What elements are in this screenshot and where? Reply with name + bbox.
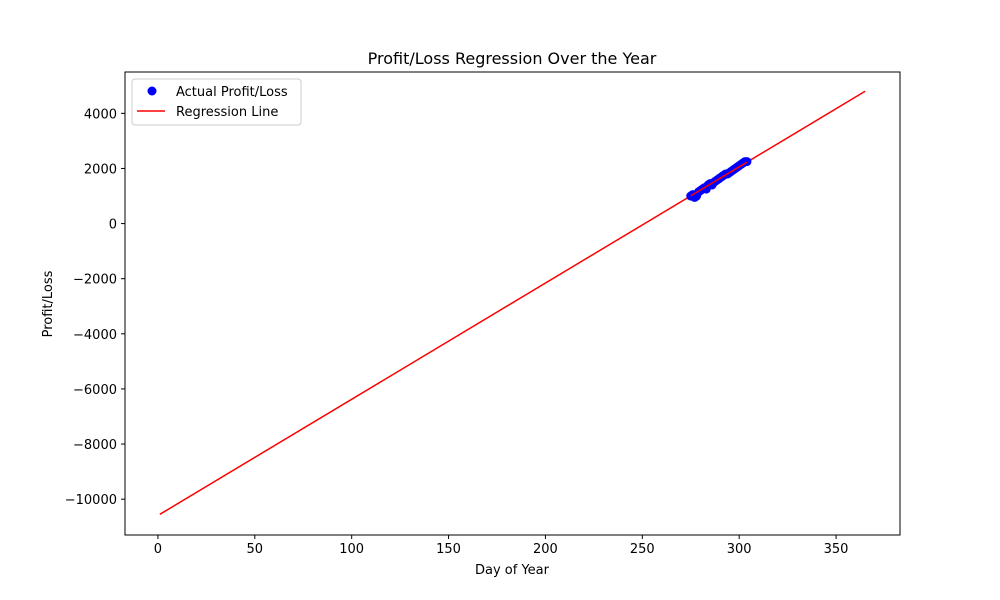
legend-label-scatter: Actual Profit/Loss: [176, 85, 288, 100]
y-tick-label: 2000: [84, 162, 117, 177]
legend: Actual Profit/Loss Regression Line: [131, 78, 302, 126]
y-tick-label: 4000: [84, 107, 117, 122]
plot-frame: [124, 71, 901, 536]
x-axis-title: Day of Year: [475, 563, 550, 578]
y-axis: −10000 −8000 −6000 −4000 −2000 0 2000 4000: [65, 107, 125, 508]
x-tick-label: 300: [727, 542, 752, 557]
legend-marker-scatter: [147, 86, 157, 96]
regression-line-overlay: [690, 161, 748, 197]
legend-box: [131, 78, 302, 126]
x-tick-label: 250: [630, 542, 655, 557]
y-tick-label: −4000: [73, 328, 117, 343]
y-tick-label: −6000: [73, 383, 117, 398]
y-axis-title: Profit/Loss: [41, 270, 56, 337]
x-tick-label: 50: [247, 542, 264, 557]
y-tick-label: −2000: [73, 273, 117, 288]
x-axis: 0 50 100 150 200 250 300 350: [154, 535, 849, 557]
x-tick-label: 150: [436, 542, 461, 557]
x-tick-label: 200: [533, 542, 558, 557]
y-tick-label: −8000: [73, 438, 117, 453]
regression-line: [159, 90, 866, 515]
chart-title: Profit/Loss Regression Over the Year: [368, 49, 657, 68]
y-tick-label: 0: [109, 218, 117, 233]
legend-label-line: Regression Line: [176, 105, 278, 120]
y-tick-label: −10000: [65, 493, 117, 508]
plot-area: [159, 90, 866, 515]
x-tick-label: 0: [154, 542, 162, 557]
x-tick-label: 350: [824, 542, 849, 557]
x-tick-label: 100: [339, 542, 364, 557]
